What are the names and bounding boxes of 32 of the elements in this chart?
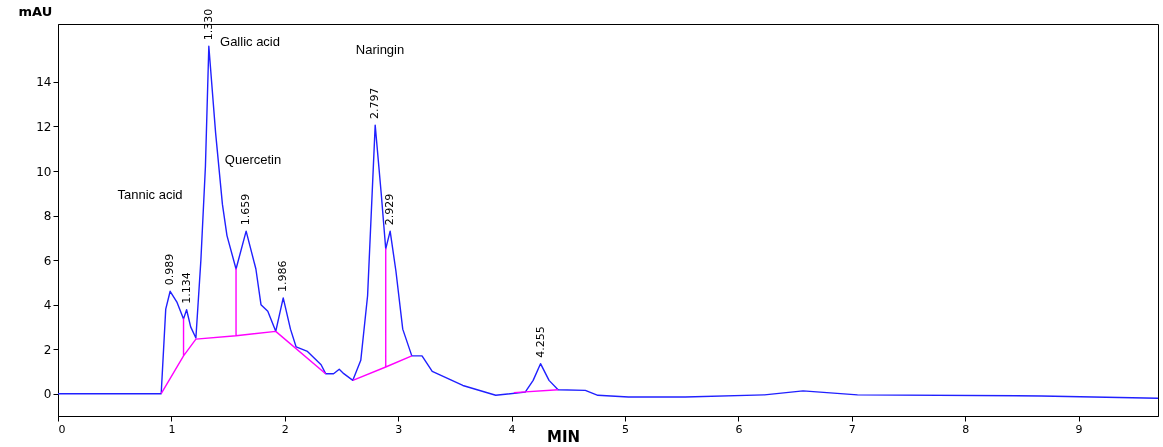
y-tick-label: 12: [36, 119, 52, 134]
x-tick-label: 3: [395, 422, 403, 436]
y-axis-title: mAU: [18, 3, 53, 19]
x-tick-label: 8: [962, 422, 970, 436]
annotation: 4.255: [533, 326, 547, 358]
x-tick-label: 1: [168, 422, 176, 436]
y-tick-label: 6: [43, 253, 52, 268]
x-tick-label: 7: [848, 422, 856, 436]
x-tick-label: 9: [1075, 422, 1083, 436]
x-tick-label: 2: [281, 422, 289, 436]
annotation: 0.989: [163, 253, 177, 286]
annotation: Quercetin: [224, 152, 282, 167]
x-tick-label: 5: [622, 422, 630, 436]
annotation: Naringin: [355, 42, 405, 57]
y-tick-label: 14: [36, 75, 52, 90]
x-axis-title: MIN: [546, 427, 581, 446]
y-tick-label: 8: [43, 209, 52, 224]
x-tick-label: 4: [508, 422, 516, 436]
y-tick-label: 10: [36, 164, 52, 179]
line-series: [58, 45, 1158, 399]
y-tick-label: 2: [43, 342, 52, 357]
annotation: Gallic acid: [220, 34, 280, 49]
y-tick-label: 4: [43, 298, 52, 313]
x-tick-label: 0: [58, 422, 66, 436]
y-tick-label: 0: [43, 387, 52, 402]
annotation: 1.134: [179, 272, 193, 304]
annotation: 1.659: [239, 193, 253, 226]
annotation: 1.986: [276, 260, 290, 292]
annotation: Tannic acid: [117, 187, 183, 202]
annotation: 2.797: [368, 87, 382, 120]
annotation: 2.929: [383, 193, 397, 226]
x-tick-label: 6: [735, 422, 743, 436]
